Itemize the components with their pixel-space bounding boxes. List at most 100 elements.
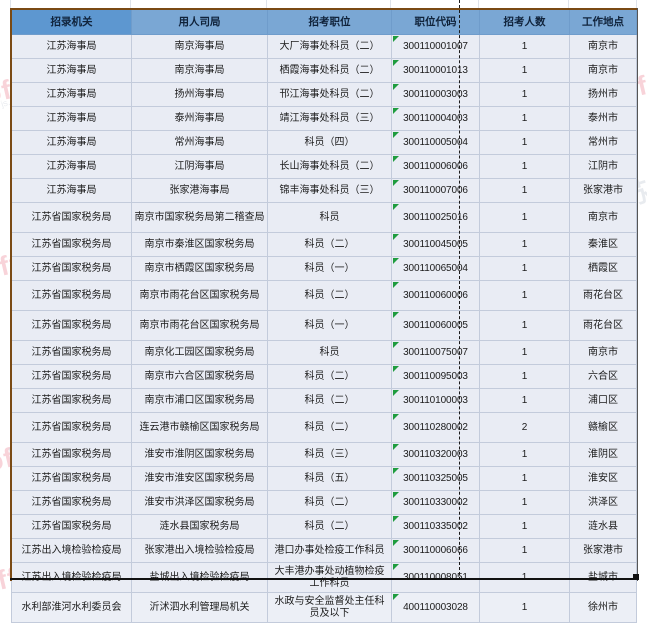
cell-code[interactable]: 300110280002 [391,412,480,443]
job-listing-sheet[interactable]: 招录机关 用人司局 招考职位 职位代码 招考人数 工作地点 江苏海事局 南京海事局… [11,9,637,623]
cell-position[interactable]: 科员（四） [267,130,392,155]
cell-code[interactable]: 400110003028 [391,592,480,623]
table-row[interactable]: 江苏出入境检验检疫局 盐城出入境检验检疫局 大丰港办事处动植物检疫工作科员 30011… [11,562,637,593]
cell-position[interactable]: 科员（二） [267,280,392,311]
cell-location[interactable]: 赣榆区 [569,412,637,443]
cell-count[interactable]: 1 [479,592,570,623]
table-row[interactable]: 江苏省国家税务局 南京市秦淮区国家税务局 科员（二） 300110045005 1 秦淮区 [11,232,637,257]
cell-count[interactable]: 1 [479,130,570,155]
table-row[interactable]: 江苏海事局 江阴海事局 长山海事处科员（二） 300110006006 1 江阴市 [11,154,637,179]
cell-department[interactable]: 南京市栖霞区国家税务局 [131,256,268,281]
table-row[interactable]: 水利部淮河水利委员会 沂沭泗水利管理局机关 水政与安全监督处主任科员及以下 40011… [11,592,637,623]
cell-department[interactable]: 江阴海事局 [131,154,268,179]
cell-count[interactable]: 1 [479,388,570,413]
cell-agency[interactable]: 江苏省国家税务局 [11,232,132,257]
cell-department[interactable]: 淮安市淮安区国家税务局 [131,466,268,491]
cell-agency[interactable]: 江苏出入境检验检疫局 [11,538,132,563]
cell-position[interactable]: 大丰港办事处动植物检疫工作科员 [267,562,392,593]
cell-department[interactable]: 扬州海事局 [131,82,268,107]
table-row[interactable]: 江苏出入境检验检疫局 张家港出入境检验检疫局 港口办事处检疫工作科员 30011000… [11,538,637,563]
cell-department[interactable]: 南京市国家税务局第二稽查局 [131,202,268,233]
cell-location[interactable]: 扬州市 [569,82,637,107]
cell-position[interactable]: 科员（一） [267,256,392,281]
cell-count[interactable]: 1 [479,82,570,107]
table-row[interactable]: 江苏省国家税务局 淮安市淮阴区国家税务局 科员（三） 300110320003 1 淮阴区 [11,442,637,467]
table-row[interactable]: 江苏省国家税务局 南京市六合区国家税务局 科员（二） 300110095003 1 六合区 [11,364,637,389]
cell-count[interactable]: 1 [479,538,570,563]
cell-department[interactable]: 南京海事局 [131,58,268,83]
cell-code[interactable]: 300110001013 [391,58,480,83]
cell-location[interactable]: 雨花台区 [569,280,637,311]
cell-count[interactable]: 1 [479,442,570,467]
cell-count[interactable]: 1 [479,490,570,515]
cell-code[interactable]: 300110007006 [391,178,480,203]
cell-department[interactable]: 南京市雨花台区国家税务局 [131,280,268,311]
cell-code[interactable]: 300110325005 [391,466,480,491]
column-header-agency[interactable]: 招录机关 [11,9,132,35]
cell-position[interactable]: 科员（二） [267,388,392,413]
cell-department[interactable]: 南京市浦口区国家税务局 [131,388,268,413]
cell-department[interactable]: 常州海事局 [131,130,268,155]
cell-count[interactable]: 1 [479,154,570,179]
table-row[interactable]: 江苏海事局 张家港海事局 锦丰海事处科员（三） 300110007006 1 张家港市 [11,178,637,203]
table-row[interactable]: 江苏海事局 常州海事局 科员（四） 300110005004 1 常州市 [11,130,637,155]
table-row[interactable]: 江苏省国家税务局 南京市国家税务局第二稽查局 科员 300110025016 1 南京市 [11,202,637,233]
table-row[interactable]: 江苏海事局 泰州海事局 靖江海事处科员（三） 300110004003 1 泰州市 [11,106,637,131]
cell-position[interactable]: 科员（三） [267,442,392,467]
cell-position[interactable]: 锦丰海事处科员（三） [267,178,392,203]
cell-count[interactable]: 1 [479,466,570,491]
cell-location[interactable]: 浦口区 [569,388,637,413]
cell-location[interactable]: 徐州市 [569,592,637,623]
cell-code[interactable]: 300110060005 [391,310,480,341]
cell-location[interactable]: 张家港市 [569,178,637,203]
cell-department[interactable]: 南京市秦淮区国家税务局 [131,232,268,257]
cell-count[interactable]: 1 [479,280,570,311]
cell-code[interactable]: 300110006066 [391,538,480,563]
cell-agency[interactable]: 水利部淮河水利委员会 [11,592,132,623]
cell-agency[interactable]: 江苏海事局 [11,130,132,155]
cell-position[interactable]: 科员（五） [267,466,392,491]
cell-location[interactable]: 淮阴区 [569,442,637,467]
cell-location[interactable]: 淮安区 [569,466,637,491]
cell-code[interactable]: 300110001007 [391,34,480,59]
cell-agency[interactable]: 江苏海事局 [11,106,132,131]
cell-department[interactable]: 淮安市洪泽区国家税务局 [131,490,268,515]
cell-agency[interactable]: 江苏省国家税务局 [11,388,132,413]
cell-location[interactable]: 栖霞区 [569,256,637,281]
table-row[interactable]: 江苏省国家税务局 淮安市洪泽区国家税务局 科员（二） 300110330002 1 洪泽区 [11,490,637,515]
cell-agency[interactable]: 江苏海事局 [11,82,132,107]
cell-code[interactable]: 300110045005 [391,232,480,257]
cell-count[interactable]: 1 [479,340,570,365]
cell-code[interactable]: 300110003003 [391,82,480,107]
cell-code[interactable]: 300110025016 [391,202,480,233]
table-row[interactable]: 江苏省国家税务局 南京市雨花台区国家税务局 科员（二） 300110060006 1 雨花… [11,280,637,311]
cell-agency[interactable]: 江苏省国家税务局 [11,340,132,365]
cell-position[interactable]: 水政与安全监督处主任科员及以下 [267,592,392,623]
cell-position[interactable]: 科员（一） [267,310,392,341]
cell-location[interactable]: 秦淮区 [569,232,637,257]
table-row[interactable]: 江苏海事局 南京海事局 栖霞海事处科员（二） 300110001013 1 南京市 [11,58,637,83]
cell-location[interactable]: 南京市 [569,58,637,83]
cell-count[interactable]: 1 [479,106,570,131]
cell-location[interactable]: 六合区 [569,364,637,389]
table-row[interactable]: 江苏海事局 扬州海事局 邗江海事处科员（二） 300110003003 1 扬州市 [11,82,637,107]
table-row[interactable]: 江苏省国家税务局 南京市浦口区国家税务局 科员（二） 300110100003 1 浦口区 [11,388,637,413]
cell-location[interactable]: 南京市 [569,34,637,59]
cell-position[interactable]: 科员（二） [267,514,392,539]
cell-department[interactable]: 南京化工园区国家税务局 [131,340,268,365]
cell-location[interactable]: 涟水县 [569,514,637,539]
cell-code[interactable]: 300110095003 [391,364,480,389]
cell-agency[interactable]: 江苏省国家税务局 [11,364,132,389]
cell-count[interactable]: 1 [479,514,570,539]
cell-code[interactable]: 300110075007 [391,340,480,365]
cell-location[interactable]: 雨花台区 [569,310,637,341]
cell-location[interactable]: 盐城市 [569,562,637,593]
cell-count[interactable]: 1 [479,364,570,389]
cell-count[interactable]: 1 [479,232,570,257]
table-row[interactable]: 江苏省国家税务局 南京化工园区国家税务局 科员 300110075007 1 南京市 [11,340,637,365]
cell-department[interactable]: 沂沭泗水利管理局机关 [131,592,268,623]
cell-position[interactable]: 靖江海事处科员（三） [267,106,392,131]
cell-count[interactable]: 1 [479,58,570,83]
cell-agency[interactable]: 江苏省国家税务局 [11,280,132,311]
cell-department[interactable]: 张家港出入境检验检疫局 [131,538,268,563]
